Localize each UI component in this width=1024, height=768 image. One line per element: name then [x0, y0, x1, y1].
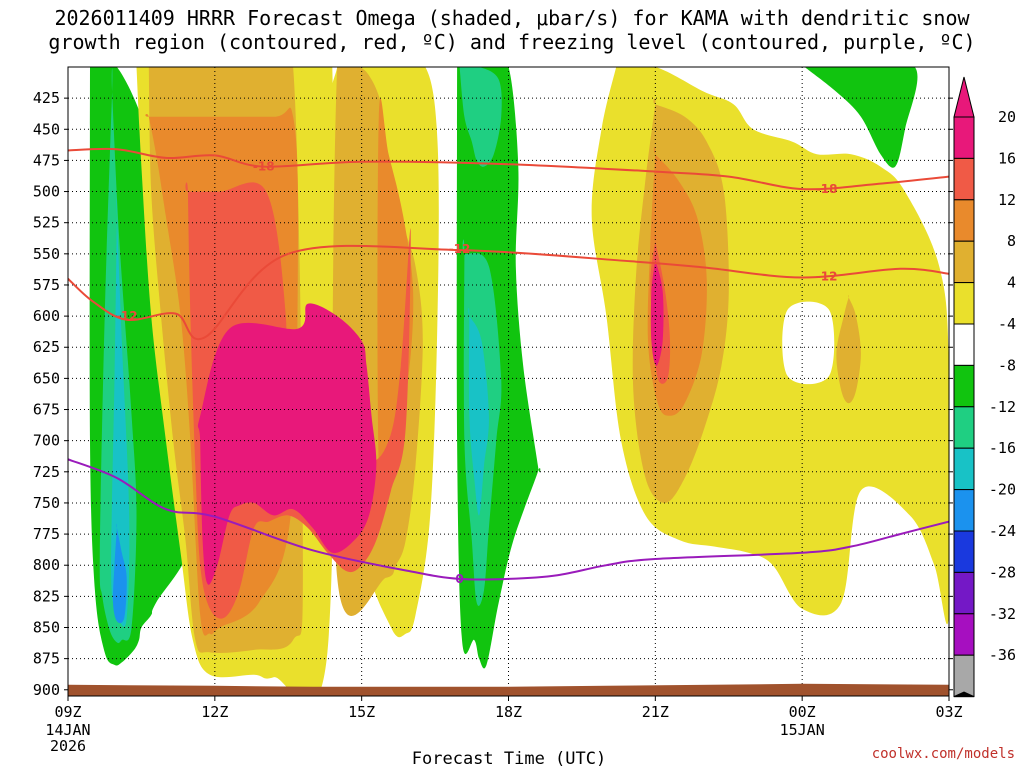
- colorbar-swatch: [953, 613, 975, 656]
- x-tick-label: 09Z: [54, 703, 81, 721]
- colorbar-swatch: [953, 489, 975, 532]
- x-tick-sublabel: 15JAN: [780, 721, 825, 739]
- colorbar-swatch: [953, 654, 975, 698]
- y-tick-label: 850: [33, 618, 60, 636]
- colorbar-swatch: [953, 530, 975, 573]
- y-tick-label: 725: [33, 463, 60, 481]
- y-tick-label: 625: [33, 338, 60, 356]
- omega-region: [804, 67, 918, 168]
- colorbar-swatch: [953, 157, 975, 201]
- y-tick-label: 750: [33, 494, 60, 512]
- colorbar-label: -24: [989, 522, 1016, 540]
- title-line-2: growth region (contoured, red, ºC) and f…: [48, 30, 976, 54]
- colorbar-label: 4: [1007, 274, 1016, 292]
- colorbar-label: 8: [1007, 232, 1016, 250]
- x-tick-label: 18Z: [495, 703, 522, 721]
- omega-region: [468, 307, 489, 516]
- freezing-level-label: 0: [455, 572, 463, 586]
- x-tick-label: 12Z: [201, 703, 228, 721]
- colorbar-label: -28: [989, 563, 1016, 581]
- x-tick-label: 00Z: [789, 703, 816, 721]
- omega-region: [111, 198, 130, 627]
- colorbar-bottom-arrow: [953, 691, 975, 698]
- y-tick-label: 475: [33, 151, 60, 169]
- colorbar-swatch: [953, 447, 975, 491]
- y-tick-label: 450: [33, 120, 60, 138]
- colorbar-swatch: [953, 116, 975, 159]
- colorbar-swatch: [953, 240, 975, 284]
- omega-region: [459, 67, 502, 167]
- y-tick-label: 800: [33, 556, 60, 574]
- colorbar-label: -12: [989, 398, 1016, 416]
- dgz-contour-label: -12: [116, 309, 138, 323]
- colorbar-label: -8: [998, 356, 1016, 374]
- omega-shading: [89, 67, 949, 696]
- colorbar-swatch: [953, 364, 975, 408]
- dgz-contour-label: -18: [253, 160, 275, 174]
- colorbar-swatch: [953, 199, 975, 242]
- colorbar: 20 16 12 8 4 -4 -8 -12 -16 -20 -24 -28 -32 -36: [953, 76, 1016, 698]
- freezing-level-line: [68, 458, 949, 581]
- dgz-contour-label: -12: [816, 269, 838, 283]
- colorbar-label: -32: [989, 605, 1016, 623]
- credit-text: coolwx.com/models: [872, 746, 1015, 762]
- x-axis-title: Forecast Time (UTC): [412, 749, 606, 768]
- y-tick-label: 875: [33, 650, 60, 668]
- terrain-fill: [68, 683, 949, 696]
- colorbar-swatch: [953, 406, 975, 449]
- y-tick-label: 775: [33, 525, 60, 543]
- grid-lines: [68, 67, 949, 696]
- y-tick-label: 600: [33, 307, 60, 325]
- x-tick-sublabel: 2026: [50, 737, 86, 755]
- colorbar-swatch: [953, 323, 975, 366]
- omega-region: [650, 256, 664, 366]
- title-line-1: 2026011409 HRRR Forecast Omega (shaded, …: [54, 6, 970, 30]
- x-tick-label: 15Z: [348, 703, 375, 721]
- colorbar-label: -4: [998, 315, 1016, 333]
- y-tick-label: 550: [33, 245, 60, 263]
- omega-region: [112, 523, 127, 624]
- dgz-contour-line: [68, 244, 949, 341]
- colorbar-label: 20: [998, 108, 1016, 126]
- pressure-axis: 425 450 475 500 525 550 575 600 625 650 675 700 725 7…: [33, 89, 953, 699]
- x-tick-sublabel: 14JAN: [45, 721, 90, 739]
- colorbar-label: -16: [989, 439, 1016, 457]
- colorbar-label: -20: [989, 481, 1016, 499]
- omega-region: [782, 301, 835, 385]
- y-tick-label: 650: [33, 369, 60, 387]
- y-tick-label: 825: [33, 587, 60, 605]
- colorbar-swatch: [953, 282, 975, 325]
- y-tick-label: 575: [33, 276, 60, 294]
- dgz-contour-label: -12: [449, 242, 471, 256]
- colorbar-label: 12: [998, 191, 1016, 209]
- x-tick-label: 03Z: [935, 703, 962, 721]
- omega-region: [197, 303, 377, 585]
- y-tick-label: 900: [33, 681, 60, 699]
- y-tick-label: 675: [33, 401, 60, 419]
- y-tick-label: 500: [33, 183, 60, 201]
- chart-title: 2026011409 HRRR Forecast Omega (shaded, …: [0, 6, 1024, 54]
- x-tick-label: 21Z: [642, 703, 669, 721]
- terrain-band: [68, 683, 949, 696]
- colorbar-label: 16: [998, 149, 1016, 167]
- colorbar-swatch: [953, 571, 975, 615]
- dgz-contour-label: -18: [816, 182, 838, 196]
- dgz-contour-line: [68, 147, 949, 191]
- y-tick-label: 425: [33, 89, 60, 107]
- y-tick-label: 525: [33, 214, 60, 232]
- y-tick-label: 700: [33, 432, 60, 450]
- colorbar-top-arrow: [953, 76, 975, 118]
- omega-region: [836, 295, 861, 404]
- temperature-contours: -18 -18 -12 -12 -12 0: [68, 147, 949, 586]
- colorbar-label: -36: [989, 646, 1016, 664]
